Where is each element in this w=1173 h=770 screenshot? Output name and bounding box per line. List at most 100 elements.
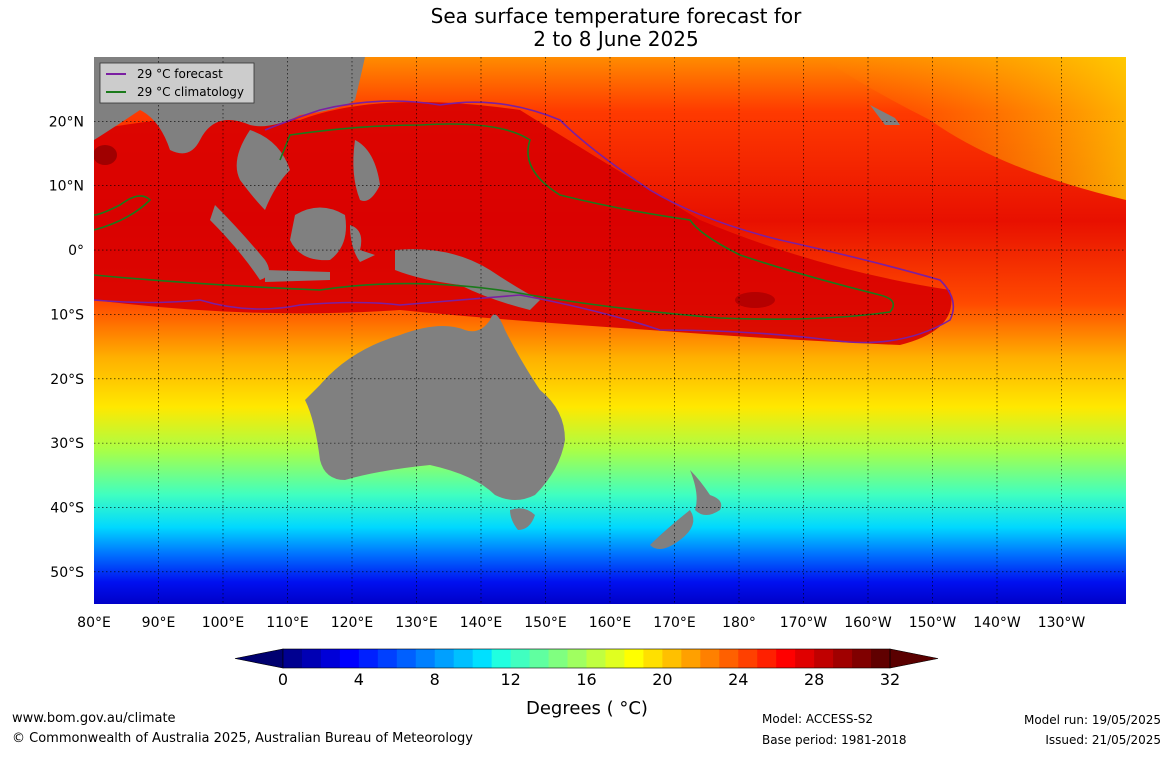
- legend-climatology-label: 29 °C climatology: [137, 85, 244, 99]
- longitude-tick-label: 160°E: [589, 615, 632, 631]
- longitude-tick-label: 150°W: [909, 615, 957, 631]
- latitude-tick-label: 10°N: [49, 179, 84, 195]
- hot-spot: [735, 292, 775, 308]
- land-philippines: [353, 140, 380, 201]
- colorbar: [234, 648, 939, 669]
- colorbar-segment: [833, 649, 853, 668]
- longitude-tick-label: 120°E: [331, 615, 374, 631]
- colorbar-segment: [434, 649, 455, 668]
- colorbar-segment: [795, 649, 815, 668]
- colorbar-tick-label: 12: [500, 670, 521, 689]
- longitude-tick-label: 180°: [722, 615, 756, 631]
- longitude-axis: 80°E 90°E 100°E 110°E 120°E 130°E 140°E 150°E 16…: [77, 615, 1085, 631]
- land: [94, 57, 900, 549]
- land-indochina: [236, 130, 290, 210]
- colorbar-segment: [738, 649, 758, 668]
- colorbar-tick-label: 24: [728, 670, 749, 689]
- colorbar-segment: [567, 649, 587, 668]
- land-borneo: [290, 207, 346, 261]
- colorbar-segment: [472, 649, 493, 668]
- model-run-date: Model run: 19/05/2025: [1023, 713, 1161, 727]
- land-hawaii: [870, 105, 900, 125]
- colorbar-tick-label: 0: [277, 670, 289, 689]
- latitude-tick-label: 0°: [68, 243, 84, 259]
- latitude-tick-label: 10°S: [50, 307, 84, 323]
- colorbar-segment: [453, 649, 474, 668]
- colorbar-title: Degrees ( °C): [526, 698, 648, 719]
- colorbar-segment: [681, 649, 701, 668]
- colorbar-segment: [320, 649, 341, 668]
- copyright-text: © Commonwealth of Australia 2025, Austra…: [12, 731, 473, 746]
- latitude-tick-label: 40°S: [50, 500, 84, 516]
- longitude-tick-label: 140°W: [973, 615, 1021, 631]
- legend-forecast-label: 29 °C forecast: [137, 67, 223, 81]
- warm-pool-zone: [94, 102, 952, 345]
- colorbar-under-arrow: [234, 648, 284, 669]
- latitude-tick-label: 20°S: [50, 372, 84, 388]
- colorbar-tick-label: 4: [353, 670, 364, 689]
- colorbar-segment: [396, 649, 417, 668]
- colorbar-segment: [586, 649, 606, 668]
- longitude-tick-label: 80°E: [77, 615, 111, 631]
- colorbar-tick-label: 16: [576, 670, 597, 689]
- colorbar-segment: [852, 649, 872, 668]
- longitude-tick-label: 130°E: [395, 615, 438, 631]
- hot-spot: [94, 145, 117, 165]
- latitude-tick-label: 30°S: [50, 436, 84, 452]
- colorbar-segment: [871, 649, 891, 668]
- colorbar-segment: [700, 649, 720, 668]
- land-tasmania: [510, 508, 535, 530]
- land-australia: [305, 314, 565, 500]
- colorbar-segment: [605, 649, 625, 668]
- ne-pacific-cool-zone: [820, 57, 1126, 200]
- map-legend: 29 °C forecast 29 °C climatology: [99, 62, 255, 104]
- colorbar-segment: [814, 649, 834, 668]
- colorbar-segment: [624, 649, 644, 668]
- longitude-tick-label: 130°W: [1038, 615, 1086, 631]
- climatology-29c-contour: [94, 123, 895, 320]
- map-title-line1: Sea surface temperature forecast for: [430, 4, 802, 28]
- land-sulawesi: [350, 225, 375, 262]
- model-name: Model: ACCESS-S2: [762, 712, 874, 726]
- legend-box: [99, 62, 255, 104]
- land-new-zealand-south: [650, 510, 694, 549]
- colorbar-segment: [719, 649, 739, 668]
- land-new-guinea: [395, 249, 540, 310]
- land-java: [265, 270, 330, 282]
- colorbar-outline: [282, 648, 891, 669]
- latitude-tick-label: 50°S: [50, 565, 84, 581]
- colorbar-segment: [529, 649, 550, 668]
- latitude-axis: 20°N 10°N 0° 10°S 20°S 30°S 40°S 50°S: [49, 114, 84, 580]
- longitude-tick-label: 160°W: [844, 615, 892, 631]
- colorbar-segment: [491, 649, 512, 668]
- longitude-tick-label: 140°E: [460, 615, 503, 631]
- land-new-zealand-north: [690, 470, 722, 515]
- colorbar-segment: [643, 649, 663, 668]
- website-link[interactable]: www.bom.gov.au/climate: [12, 711, 176, 726]
- map-title-line2: 2 to 8 June 2025: [533, 27, 699, 51]
- longitude-tick-label: 110°E: [266, 615, 309, 631]
- longitude-tick-label: 170°E: [653, 615, 696, 631]
- longitude-tick-label: 170°W: [780, 615, 828, 631]
- longitude-tick-label: 90°E: [142, 615, 176, 631]
- colorbar-segment: [377, 649, 398, 668]
- longitude-tick-label: 100°E: [202, 615, 245, 631]
- base-period: Base period: 1981-2018: [762, 733, 907, 747]
- colorbar-segment: [339, 649, 360, 668]
- colorbar-segment: [662, 649, 682, 668]
- colorbar-segment: [776, 649, 796, 668]
- forecast-29c-contour: [94, 100, 955, 344]
- longitude-tick-label: 150°E: [524, 615, 567, 631]
- colorbar-segment: [358, 649, 379, 668]
- colorbar-tick-label: 20: [652, 670, 673, 689]
- colorbar-tick-label: 28: [803, 670, 825, 689]
- colorbar-segment: [757, 649, 777, 668]
- colorbar-segment: [510, 649, 531, 668]
- colorbar-tick-label: 32: [879, 670, 901, 689]
- latitude-tick-label: 20°N: [49, 114, 84, 130]
- issued-date: Issued: 21/05/2025: [1045, 733, 1161, 747]
- colorbar-tick-label: 8: [429, 670, 440, 689]
- colorbar-segment: [548, 649, 569, 668]
- colorbar-segment: [415, 649, 436, 668]
- graticule: [94, 57, 1126, 604]
